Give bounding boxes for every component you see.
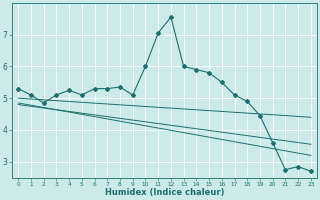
X-axis label: Humidex (Indice chaleur): Humidex (Indice chaleur) <box>105 188 224 197</box>
